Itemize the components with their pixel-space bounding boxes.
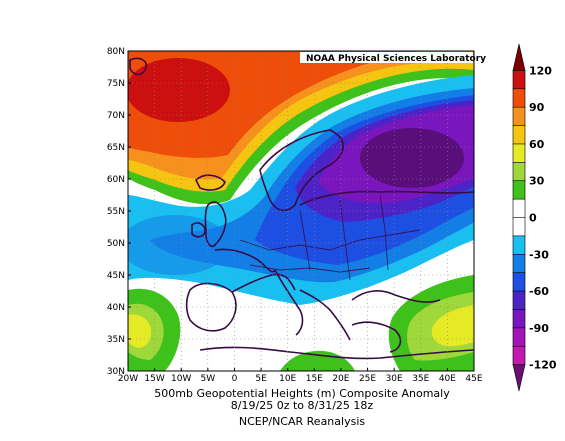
lat-label: 60N: [107, 175, 125, 185]
lat-label: 65N: [107, 143, 125, 153]
lon-label: 15W: [144, 374, 164, 384]
colorbar: 120 90 60 30 0 -30 -60 -90 -120: [512, 43, 557, 392]
colorbar-swatch: [512, 106, 526, 127]
lat-label: 35N: [107, 335, 125, 345]
lon-label: 5E: [255, 374, 267, 384]
colorbar-swatch: [512, 290, 526, 311]
lon-label: 20E: [332, 374, 349, 384]
colorbar-swatch: [512, 162, 526, 182]
s-positive-30: [280, 350, 355, 371]
colorbar-swatch: [512, 180, 526, 200]
lon-label: 5W: [201, 374, 216, 384]
lon-label: 30E: [386, 374, 403, 384]
colorbar-label: 60: [529, 138, 545, 151]
caption-line2: 8/19/25 0z to 8/31/25 18z: [231, 399, 374, 412]
lon-tick-labels: 20W 15W 10W 5W 0 5E 10E 15E 20E 25E 30E 35E 40E 45E: [118, 368, 483, 384]
ridge-core: [128, 58, 230, 122]
lon-label: 40E: [439, 374, 456, 384]
colorbar-swatch: [512, 217, 526, 237]
lat-label: 45N: [107, 271, 125, 281]
colorbar-label: 120: [529, 64, 552, 77]
credit-text: NOAA Physical Sciences Laboratory: [306, 54, 486, 64]
colorbar-label: 30: [529, 175, 545, 188]
lat-tick-labels: 80N 75N 70N 65N 60N 55N 50N 45N 40N 35N 30N: [107, 47, 131, 377]
colorbar-swatch: [512, 309, 526, 329]
colorbar-swatch: [512, 88, 526, 108]
colorbar-swatch: [512, 70, 526, 90]
colorbar-label: 90: [529, 101, 545, 114]
lat-label: 80N: [107, 47, 125, 57]
lon-label: 15E: [306, 374, 323, 384]
colorbar-swatch: [512, 345, 526, 366]
lat-label: 30N: [107, 367, 125, 377]
atlantic-negative: [128, 215, 230, 275]
caption-line3: NCEP/NCAR Reanalysis: [239, 415, 365, 428]
colorbar-swatch: [512, 327, 526, 348]
lon-label: 25E: [359, 374, 376, 384]
caption-line1: 500mb Geopotential Heights (m) Composite…: [154, 387, 450, 400]
colorbar-label: -60: [529, 285, 549, 298]
colorbar-swatch: [512, 43, 526, 71]
lon-label: 10E: [279, 374, 296, 384]
lat-label: 55N: [107, 207, 125, 217]
sw-positive-core: [128, 314, 152, 348]
anomaly-field: [128, 51, 474, 371]
lat-label: 70N: [107, 111, 125, 121]
colorbar-label: -90: [529, 322, 549, 335]
se-positive-core: [431, 305, 474, 347]
colorbar-label: -30: [529, 248, 549, 261]
colorbar-swatch: [512, 272, 526, 292]
lat-label: 40N: [107, 303, 125, 313]
grid: [128, 51, 474, 371]
credit-box: [300, 52, 473, 63]
borders: [239, 194, 421, 281]
colorbar-swatch: [512, 198, 526, 219]
colorbar-label: -120: [529, 359, 557, 372]
lon-label: 45E: [465, 374, 482, 384]
colorbar-swatch: [512, 364, 526, 392]
lon-label: 10W: [171, 374, 191, 384]
colorbar-swatch: [512, 235, 526, 256]
colorbar-label: 0: [529, 212, 537, 225]
colorbar-swatch: [512, 253, 526, 274]
coastlines: [129, 57, 474, 360]
lat-label: 50N: [107, 239, 125, 249]
colorbar-swatch: [512, 125, 526, 145]
colorbar-swatch: [512, 143, 526, 164]
lon-label: 20W: [118, 374, 138, 384]
trough-core: [360, 128, 464, 188]
lon-label: 35E: [412, 374, 429, 384]
lat-label: 75N: [107, 79, 125, 89]
lon-label: 0: [232, 374, 238, 384]
